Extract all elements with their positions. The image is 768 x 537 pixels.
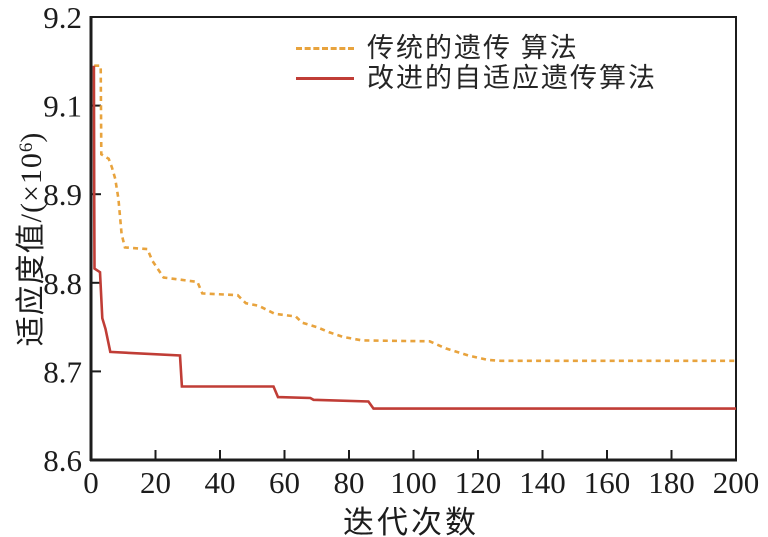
legend-item-improved-ga: 改进的自适应遗传算法 bbox=[296, 63, 657, 93]
y-axis-title-main: 适应度值/(×10 bbox=[15, 152, 48, 347]
y-axis-title-superscript: 6 bbox=[16, 142, 37, 153]
x-tick-label: 40 bbox=[205, 465, 236, 500]
series-line-improved-ga bbox=[92, 65, 736, 410]
y-tick-label: 9.1 bbox=[43, 89, 82, 124]
x-tick-label: 200 bbox=[713, 465, 760, 500]
x-tick-label: 80 bbox=[334, 465, 365, 500]
x-tick-label: 100 bbox=[390, 465, 437, 500]
legend-item-traditional-ga: 传统的遗传 算法 bbox=[296, 33, 657, 63]
x-tick-label: 20 bbox=[140, 465, 171, 500]
x-tick-label: 0 bbox=[83, 465, 99, 500]
legend-solid-line-swatch bbox=[296, 76, 354, 80]
y-axis-title: 适应度值/(×106) bbox=[9, 118, 48, 360]
legend: 传统的遗传 算法 改进的自适应遗传算法 bbox=[296, 33, 657, 93]
y-tick-label: 8.7 bbox=[43, 354, 82, 389]
legend-label-traditional-ga: 传统的遗传 算法 bbox=[367, 33, 579, 63]
x-tick-label: 140 bbox=[519, 465, 566, 500]
y-axis-title-close: ) bbox=[15, 131, 48, 143]
series-line-traditional-ga bbox=[94, 64, 736, 363]
x-tick-label: 160 bbox=[584, 465, 631, 500]
legend-dashed-line-swatch bbox=[296, 46, 354, 50]
x-axis-title: 迭代次数 bbox=[343, 505, 479, 537]
x-tick-label: 180 bbox=[648, 465, 695, 500]
x-tick-label: 60 bbox=[269, 465, 300, 500]
y-tick-label: 9.2 bbox=[43, 0, 82, 35]
x-tick-label: 120 bbox=[455, 465, 502, 500]
legend-label-improved-ga: 改进的自适应遗传算法 bbox=[367, 63, 657, 93]
y-tick-label: 8.6 bbox=[43, 443, 82, 478]
y-tick-label: 8.9 bbox=[43, 177, 82, 212]
y-tick-label: 8.8 bbox=[43, 266, 82, 301]
